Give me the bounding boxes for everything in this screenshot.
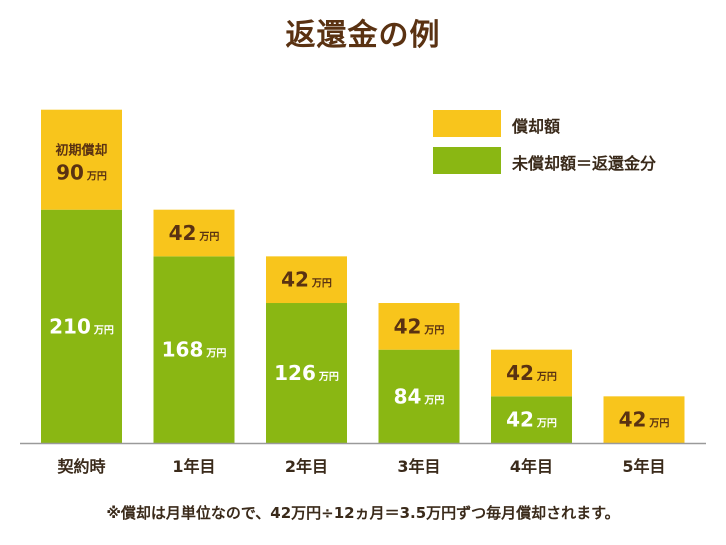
bar-label-amortized-3: 42 万円: [394, 314, 445, 338]
bar-unamortized-0: [41, 209, 122, 443]
x-tick-label-3: 3年目: [397, 457, 440, 476]
bar-amortized-3: [378, 303, 460, 350]
bar-label-unamortized-0: 210 万円: [49, 314, 114, 338]
legend-label-amortized: 償却額: [512, 117, 561, 136]
bar-label-unamortized-3: 84 万円: [394, 384, 445, 408]
footnote: ※償却は月単位なので、42万円÷12ヵ月＝3.5万円ずつ毎月償却されます。: [106, 504, 620, 522]
bar-label-unamortized-1: 168 万円: [162, 338, 227, 362]
bar-amortized-4: [491, 349, 572, 397]
x-tick-label-2: 2年目: [285, 457, 328, 476]
bar-amortized-1: [153, 209, 235, 257]
x-tick-label-4: 4年目: [510, 457, 553, 476]
bar-amortized-2: [266, 256, 347, 304]
bar-label-unamortized-2: 126 万円: [274, 361, 339, 385]
legend-swatch-amortized: [433, 110, 501, 137]
bar-unamortized-2: [266, 303, 347, 443]
x-tick-label-5: 5年目: [622, 457, 665, 476]
bar-amortized-0: [41, 109, 122, 210]
x-tick-label-1: 1年目: [172, 457, 215, 476]
bar-label-initial-amortization-caption: 初期償却: [55, 143, 107, 159]
bar-unamortized-1: [153, 256, 235, 443]
bar-label-amortized-5: 42 万円: [619, 408, 670, 432]
bar-label-unamortized-4: 42 万円: [506, 408, 557, 432]
legend-label-unamortized: 未償却額＝返還金分: [512, 154, 657, 173]
bar-label-amortized-1: 42 万円: [169, 221, 220, 245]
bar-label-amortized-0: 90 万円: [56, 161, 107, 185]
bar-label-amortized-4: 42 万円: [506, 361, 557, 385]
bar-label-amortized-2: 42 万円: [281, 268, 332, 292]
legend-swatch-unamortized: [433, 147, 501, 174]
chart-title: 返還金の例: [285, 18, 441, 53]
bar-unamortized-3: [378, 349, 460, 443]
bar-amortized-5: [603, 396, 685, 443]
bar-unamortized-4: [491, 396, 572, 443]
x-tick-label-0: 契約時: [56, 457, 105, 476]
